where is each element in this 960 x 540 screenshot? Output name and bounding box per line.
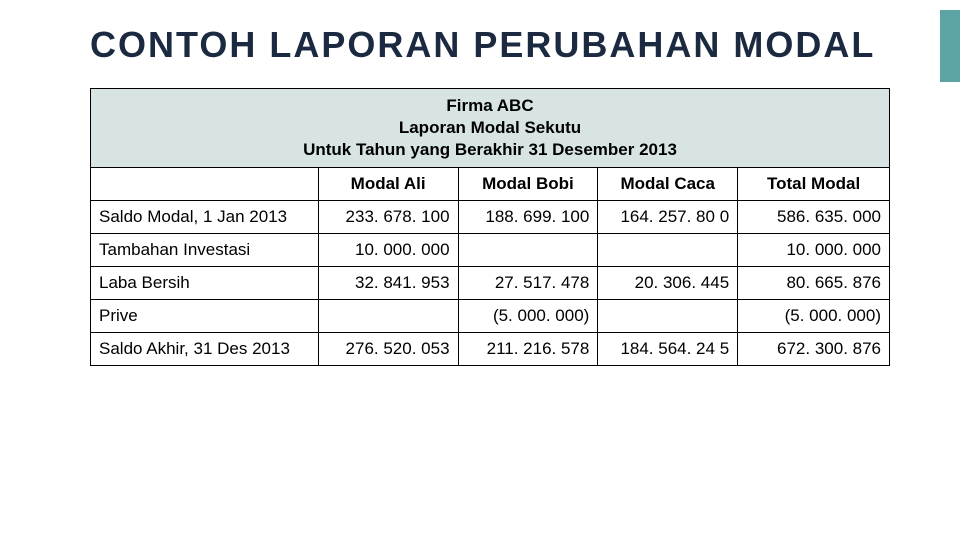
colhead-modal-ali: Modal Ali bbox=[318, 168, 458, 201]
row-label: Saldo Modal, 1 Jan 2013 bbox=[91, 201, 319, 234]
header-line-2: Laporan Modal Sekutu bbox=[399, 118, 581, 137]
colhead-rowlabel bbox=[91, 168, 319, 201]
row-label: Prive bbox=[91, 300, 319, 333]
cell-value: 10. 000. 000 bbox=[318, 234, 458, 267]
cell-value: 586. 635. 000 bbox=[738, 201, 890, 234]
cell-value: 188. 699. 100 bbox=[458, 201, 598, 234]
cell-value: 80. 665. 876 bbox=[738, 267, 890, 300]
cell-value bbox=[318, 300, 458, 333]
row-label: Laba Bersih bbox=[91, 267, 319, 300]
cell-value bbox=[598, 234, 738, 267]
colhead-modal-caca: Modal Caca bbox=[598, 168, 738, 201]
table-row: Saldo Akhir, 31 Des 2013 276. 520. 053 2… bbox=[91, 333, 890, 366]
cell-value: 10. 000. 000 bbox=[738, 234, 890, 267]
table-row: Laba Bersih 32. 841. 953 27. 517. 478 20… bbox=[91, 267, 890, 300]
cell-value: 672. 300. 876 bbox=[738, 333, 890, 366]
cell-value: 27. 517. 478 bbox=[458, 267, 598, 300]
cell-value: (5. 000. 000) bbox=[458, 300, 598, 333]
colhead-modal-bobi: Modal Bobi bbox=[458, 168, 598, 201]
report-header-row: Firma ABC Laporan Modal Sekutu Untuk Tah… bbox=[91, 89, 890, 168]
table-row: Saldo Modal, 1 Jan 2013 233. 678. 100 18… bbox=[91, 201, 890, 234]
cell-value: (5. 000. 000) bbox=[738, 300, 890, 333]
cell-value: 276. 520. 053 bbox=[318, 333, 458, 366]
row-label: Saldo Akhir, 31 Des 2013 bbox=[91, 333, 319, 366]
cell-value: 211. 216. 578 bbox=[458, 333, 598, 366]
report-header-cell: Firma ABC Laporan Modal Sekutu Untuk Tah… bbox=[91, 89, 890, 168]
cell-value: 233. 678. 100 bbox=[318, 201, 458, 234]
page-title: CONTOH LAPORAN PERUBAHAN MODAL bbox=[90, 24, 890, 66]
colhead-total-modal: Total Modal bbox=[738, 168, 890, 201]
cell-value bbox=[598, 300, 738, 333]
header-line-3: Untuk Tahun yang Berakhir 31 Desember 20… bbox=[303, 140, 677, 159]
cell-value: 184. 564. 24 5 bbox=[598, 333, 738, 366]
row-label: Tambahan Investasi bbox=[91, 234, 319, 267]
cell-value: 32. 841. 953 bbox=[318, 267, 458, 300]
column-header-row: Modal Ali Modal Bobi Modal Caca Total Mo… bbox=[91, 168, 890, 201]
cell-value: 20. 306. 445 bbox=[598, 267, 738, 300]
table-row: Tambahan Investasi 10. 000. 000 10. 000.… bbox=[91, 234, 890, 267]
header-line-1: Firma ABC bbox=[446, 96, 533, 115]
cell-value bbox=[458, 234, 598, 267]
slide: CONTOH LAPORAN PERUBAHAN MODAL Firma ABC… bbox=[0, 0, 960, 366]
table-row: Prive (5. 000. 000) (5. 000. 000) bbox=[91, 300, 890, 333]
cell-value: 164. 257. 80 0 bbox=[598, 201, 738, 234]
report-table: Firma ABC Laporan Modal Sekutu Untuk Tah… bbox=[90, 88, 890, 366]
accent-bar bbox=[940, 10, 960, 82]
